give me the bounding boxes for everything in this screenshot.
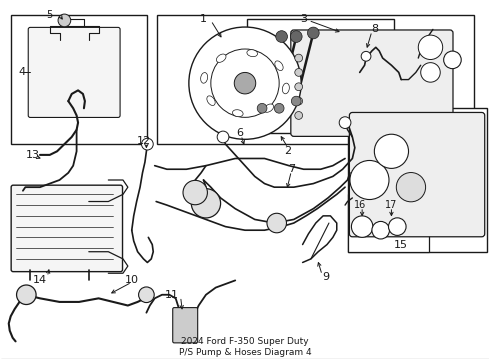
Text: 17: 17 — [385, 200, 397, 210]
Circle shape — [361, 51, 371, 61]
Bar — [11, 15, 147, 144]
Circle shape — [274, 103, 284, 113]
Circle shape — [295, 112, 303, 120]
Ellipse shape — [207, 96, 215, 105]
Circle shape — [351, 216, 373, 237]
Circle shape — [189, 27, 301, 139]
FancyBboxPatch shape — [349, 112, 485, 237]
Circle shape — [211, 49, 279, 117]
Circle shape — [308, 27, 319, 39]
FancyBboxPatch shape — [28, 27, 120, 117]
Circle shape — [217, 131, 229, 143]
Circle shape — [339, 117, 351, 129]
Ellipse shape — [200, 73, 208, 83]
Circle shape — [276, 31, 288, 42]
Text: 8: 8 — [371, 24, 378, 35]
Circle shape — [142, 138, 153, 150]
Ellipse shape — [264, 104, 273, 112]
Circle shape — [295, 68, 303, 76]
Circle shape — [295, 83, 303, 91]
Circle shape — [421, 63, 440, 82]
Circle shape — [372, 221, 390, 239]
Circle shape — [350, 161, 389, 199]
Text: 13: 13 — [25, 150, 39, 160]
Bar — [157, 15, 474, 144]
Circle shape — [295, 54, 303, 62]
Circle shape — [374, 134, 409, 168]
Circle shape — [183, 180, 207, 205]
Text: 9: 9 — [322, 272, 329, 282]
Text: 3: 3 — [300, 14, 307, 24]
Circle shape — [291, 31, 302, 42]
Text: 10: 10 — [125, 275, 139, 285]
Text: 2: 2 — [284, 146, 292, 156]
Text: P/S Pump & Hoses Diagram 4: P/S Pump & Hoses Diagram 4 — [179, 348, 311, 357]
Text: 14: 14 — [33, 275, 47, 285]
Bar — [247, 19, 394, 134]
Circle shape — [418, 35, 442, 59]
Ellipse shape — [247, 50, 258, 57]
Text: 15: 15 — [394, 239, 408, 249]
Circle shape — [58, 14, 71, 27]
Text: 7: 7 — [288, 164, 295, 174]
Circle shape — [191, 189, 220, 218]
Ellipse shape — [232, 110, 243, 117]
Circle shape — [234, 72, 256, 94]
Text: 5: 5 — [47, 10, 53, 20]
FancyBboxPatch shape — [291, 30, 453, 136]
Text: 12: 12 — [136, 136, 150, 145]
FancyBboxPatch shape — [173, 307, 197, 343]
Circle shape — [292, 96, 301, 106]
Text: 6: 6 — [237, 129, 244, 138]
Circle shape — [17, 285, 36, 305]
Text: 16: 16 — [354, 200, 367, 210]
Text: 1: 1 — [200, 14, 207, 24]
Circle shape — [295, 97, 303, 105]
Text: 2024 Ford F-350 Super Duty: 2024 Ford F-350 Super Duty — [181, 337, 309, 346]
Ellipse shape — [282, 83, 290, 94]
Circle shape — [443, 51, 461, 69]
Circle shape — [139, 287, 154, 302]
FancyBboxPatch shape — [11, 185, 122, 272]
Circle shape — [389, 218, 406, 235]
Text: 11: 11 — [165, 290, 179, 300]
Ellipse shape — [275, 61, 283, 71]
Ellipse shape — [217, 54, 226, 62]
Circle shape — [396, 172, 426, 202]
Circle shape — [267, 213, 287, 233]
Bar — [347, 108, 487, 252]
Circle shape — [257, 103, 267, 113]
Text: 4: 4 — [18, 67, 25, 77]
Bar — [348, 194, 429, 252]
